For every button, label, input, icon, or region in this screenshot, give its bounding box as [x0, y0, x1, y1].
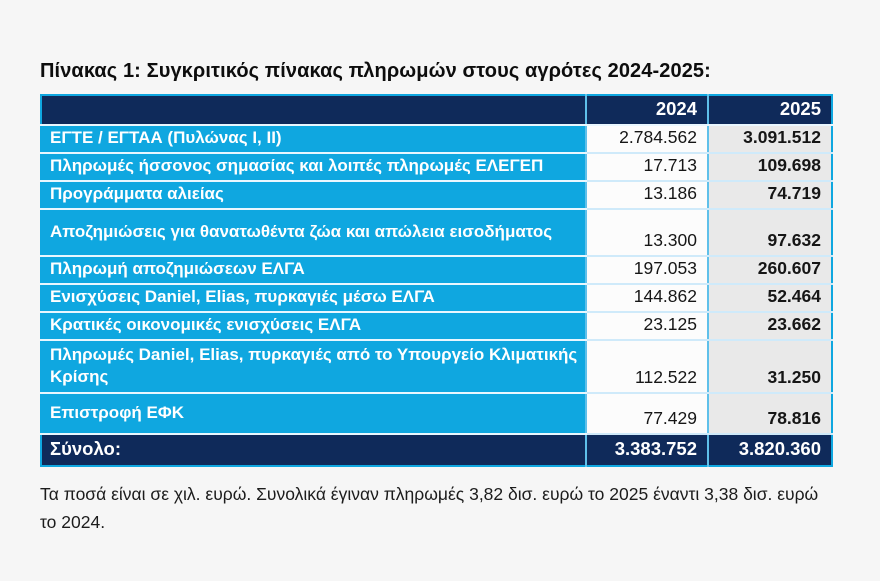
row-value-2025: 78.816 [708, 393, 832, 435]
row-value-2025: 23.662 [708, 312, 832, 341]
row-label: Πληρωμές Daniel, Elias, πυρκαγιές από το… [41, 340, 587, 394]
row-value-2024: 13.186 [586, 181, 709, 210]
row-label: Ενισχύσεις Daniel, Elias, πυρκαγιές μέσω… [41, 284, 587, 313]
row-value-2025: 260.607 [708, 256, 832, 285]
row-label: Πληρωμή αποζημιώσεων ΕΛΓΑ [41, 256, 587, 285]
table-row: ΕΓΤΕ / ΕΓΤΑΑ (Πυλώνας I, II) 2.784.562 3.0… [41, 125, 832, 154]
row-value-2024: 2.784.562 [586, 125, 709, 154]
row-value-2025: 31.250 [708, 340, 832, 394]
row-label: Επιστροφή ΕΦΚ [41, 393, 587, 435]
row-value-2025: 109.698 [708, 153, 832, 182]
row-label: Κρατικές οικονομικές ενισχύσεις ΕΛΓΑ [41, 312, 587, 341]
table-row: Κρατικές οικονομικές ενισχύσεις ΕΛΓΑ 23.1… [41, 312, 832, 341]
row-value-2024: 17.713 [586, 153, 709, 182]
row-value-2025: 97.632 [708, 209, 832, 257]
total-value-2025: 3.820.360 [708, 434, 832, 466]
table-row: Επιστροφή ΕΦΚ 77.429 78.816 [41, 393, 832, 435]
row-label: Προγράμματα αλιείας [41, 181, 587, 210]
total-row: Σύνολο: 3.383.752 3.820.360 [41, 434, 832, 466]
table-row: Ενισχύσεις Daniel, Elias, πυρκαγιές μέσω… [41, 284, 832, 313]
table-title: Πίνακας 1: Συγκριτικός πίνακας πληρωμών … [40, 60, 711, 82]
row-value-2024: 13.300 [586, 209, 709, 257]
table-row: Πληρωμή αποζημιώσεων ΕΛΓΑ 197.053 260.607 [41, 256, 832, 285]
header-row: 2024 2025 [41, 95, 832, 126]
row-value-2025: 3.091.512 [708, 125, 832, 154]
table-row: Αποζημιώσεις για θανατωθέντα ζώα και απώ… [41, 209, 832, 257]
col-header-2025: 2025 [708, 95, 832, 126]
total-label: Σύνολο: [41, 434, 587, 466]
table-row: Πληρωμές Daniel, Elias, πυρκαγιές από το… [41, 340, 832, 394]
table-row: Προγράμματα αλιείας 13.186 74.719 [41, 181, 832, 210]
table-body: ΕΓΤΕ / ΕΓΤΑΑ (Πυλώνας I, II) 2.784.562 3.0… [41, 125, 832, 435]
row-value-2024: 144.862 [586, 284, 709, 313]
table-row: Πληρωμές ήσσονος σημασίας και λοιπές πλη… [41, 153, 832, 182]
row-value-2024: 77.429 [586, 393, 709, 435]
footnote: Τα ποσά είναι σε χιλ. ευρώ. Συνολικά έγι… [40, 484, 819, 533]
row-label: Πληρωμές ήσσονος σημασίας και λοιπές πλη… [41, 153, 587, 182]
col-header-category [41, 95, 587, 126]
col-header-2024: 2024 [586, 95, 709, 126]
payments-comparison-table: 2024 2025 ΕΓΤΕ / ΕΓΤΑΑ (Πυλώνας I, II) 2.… [40, 94, 833, 467]
row-value-2024: 112.522 [586, 340, 709, 394]
row-label: ΕΓΤΕ / ΕΓΤΑΑ (Πυλώνας I, II) [41, 125, 587, 154]
row-label: Αποζημιώσεις για θανατωθέντα ζώα και απώ… [41, 209, 587, 257]
row-value-2025: 52.464 [708, 284, 832, 313]
row-value-2024: 197.053 [586, 256, 709, 285]
row-value-2024: 23.125 [586, 312, 709, 341]
row-value-2025: 74.719 [708, 181, 832, 210]
total-value-2024: 3.383.752 [586, 434, 709, 466]
